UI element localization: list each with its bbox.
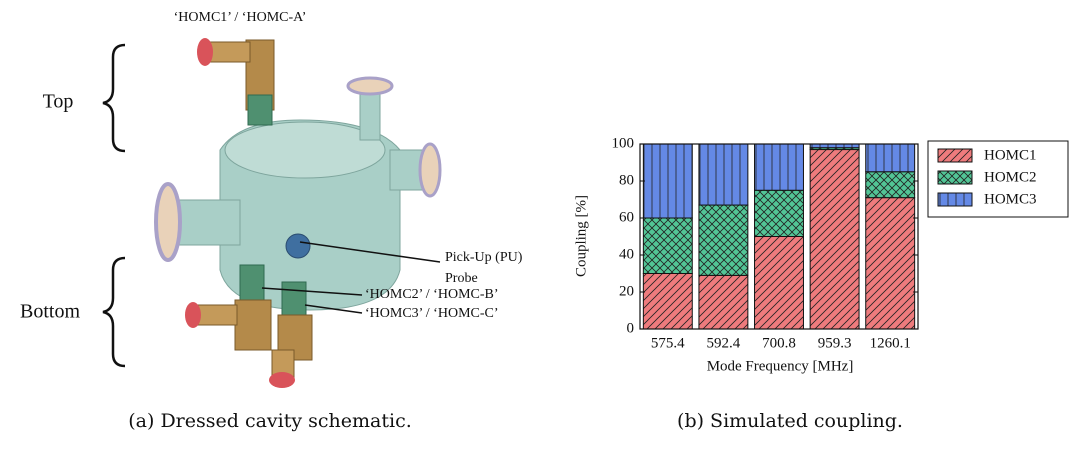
label: Bottom [20, 301, 80, 323]
label: ‘HOMC1’ / ‘HOMC-A’ [174, 10, 307, 25]
bar-segment [698, 143, 749, 206]
legend-label: HOMC3 [984, 191, 1037, 207]
x-tick-label: 1260.1 [870, 335, 911, 351]
port [359, 89, 381, 141]
flange [418, 142, 442, 198]
x-tick-label: 700.8 [762, 335, 796, 351]
leader-line [261, 287, 363, 296]
y-tick-label: 100 [612, 135, 635, 151]
x-tick-label: 592.4 [707, 335, 741, 351]
connector [197, 38, 213, 66]
label: Pick-Up (PU) [445, 250, 523, 265]
y-tick-label: 40 [619, 246, 634, 262]
label: ‘HOMC3’ / ‘HOMC-C’ [365, 306, 499, 321]
y-tick-label: 60 [619, 209, 634, 225]
bar-segment [698, 274, 749, 330]
x-tick-label: 575.4 [651, 335, 685, 351]
x-axis-label: Mode Frequency [MHz] [707, 358, 854, 374]
probe-port [285, 233, 311, 259]
bar-segment [642, 143, 693, 219]
legend-swatch [937, 192, 973, 207]
leader-line [304, 304, 363, 314]
bar-segment [754, 189, 804, 237]
coupler-can [239, 264, 265, 306]
flange [154, 182, 182, 262]
label: Top [43, 91, 74, 113]
brace [102, 256, 126, 368]
legend-label: HOMC1 [984, 147, 1037, 163]
coupler-body [234, 299, 272, 351]
caption: (a) Dressed cavity schematic. [128, 410, 412, 432]
label: ‘HOMC2’ / ‘HOMC-B’ [365, 287, 499, 302]
bar-segment [698, 204, 749, 276]
cavity-top [224, 121, 386, 179]
connector [185, 302, 201, 328]
caption: (b) Simulated coupling. [677, 410, 903, 432]
bar-segment [865, 197, 916, 330]
bar-segment [642, 217, 693, 274]
bar-segment [754, 236, 804, 330]
legend-swatch [937, 170, 973, 185]
schematic: ‘HOMC1’ / ‘HOMC-A’ Top Bottom Pick-Up (P… [20, 10, 523, 388]
y-axis-label: Coupling [%] [573, 195, 589, 277]
coupler-arm [194, 304, 238, 326]
y-tick-label: 80 [619, 172, 634, 188]
legend-swatch [937, 148, 973, 163]
legend-label: HOMC2 [984, 169, 1037, 185]
plot-frame [639, 143, 919, 330]
x-tick-label: 959.3 [818, 335, 852, 351]
bar-segment [865, 171, 916, 199]
coupler-can [247, 94, 273, 126]
connector [269, 372, 295, 388]
bar-segment [809, 149, 860, 330]
bar-segment [754, 143, 804, 191]
bar-segment [865, 143, 916, 173]
y-tick-label: 20 [619, 283, 634, 299]
leader-line [299, 241, 441, 263]
bar-segment [642, 273, 693, 330]
y-tick-label: 0 [627, 320, 635, 336]
label: Probe [445, 271, 478, 286]
brace [102, 43, 126, 153]
flange [346, 76, 394, 96]
